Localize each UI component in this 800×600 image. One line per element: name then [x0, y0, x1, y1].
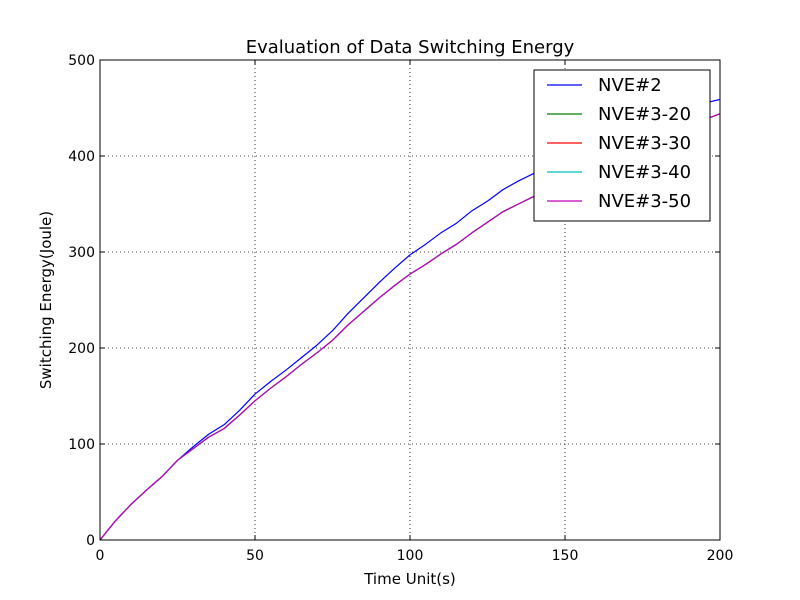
- legend-box: [533, 69, 711, 222]
- x-axis-title: Time Unit(s): [363, 570, 456, 588]
- x-tick-label-1: 50: [246, 548, 264, 564]
- x-tick-label-2: 100: [397, 548, 424, 564]
- y-tick-label-3: 300: [68, 245, 95, 261]
- y-tick-label-2: 200: [68, 341, 95, 357]
- axis-ticks: 0 50 100 150 200 0 100 200 300 400 500: [68, 53, 733, 564]
- legend-label-1: NVE#3-20: [598, 104, 691, 125]
- legend-label-4: NVE#3-50: [598, 191, 691, 212]
- legend-label-3: NVE#3-40: [598, 162, 691, 183]
- x-tick-label-4: 200: [707, 548, 734, 564]
- legend-label-0: NVE#2: [598, 75, 662, 96]
- x-tick-label-0: 0: [96, 548, 105, 564]
- y-tick-label-1: 100: [68, 437, 95, 453]
- y-tick-label-0: 0: [86, 533, 95, 549]
- chart-title: Evaluation of Data Switching Energy: [246, 37, 575, 58]
- x-tick-label-3: 150: [552, 548, 579, 564]
- legend-label-2: NVE#3-30: [598, 133, 691, 154]
- y-tick-label-4: 400: [68, 149, 95, 165]
- y-axis-title: Switching Energy(Joule): [37, 211, 55, 389]
- legend: NVE#2 NVE#3-20 NVE#3-30 NVE#3-40 NVE#3-50: [533, 69, 711, 222]
- y-tick-label-5: 500: [68, 53, 95, 69]
